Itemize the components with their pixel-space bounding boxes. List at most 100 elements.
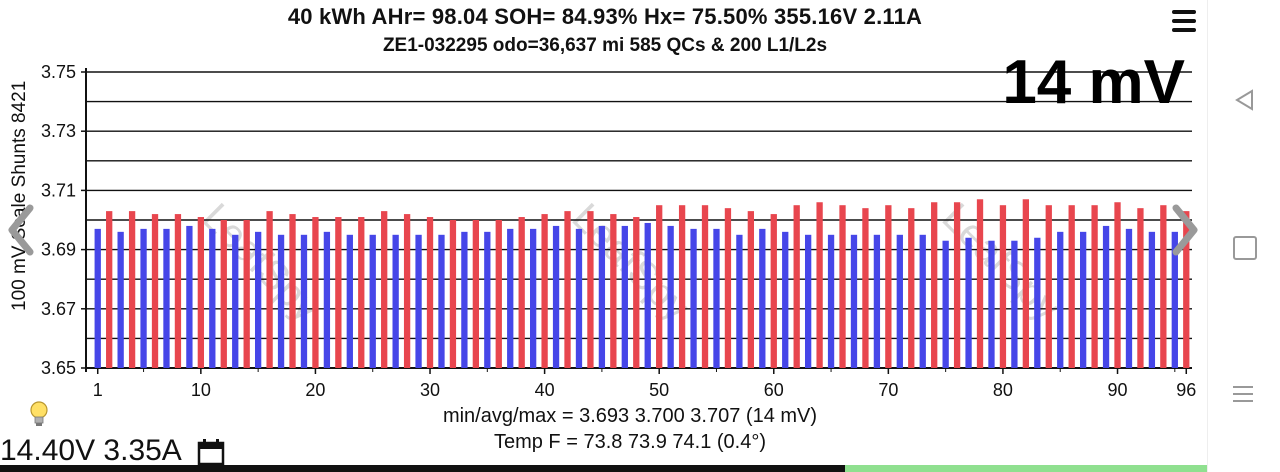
cell-bar (151, 214, 159, 368)
left-arrow-icon[interactable] (6, 200, 36, 260)
min-avg-max-stats: min/avg/max = 3.693 3.700 3.707 (14 mV) (442, 405, 818, 427)
cell-bar (495, 220, 502, 368)
cell-bar (999, 205, 1007, 368)
cell-bar (1183, 211, 1190, 368)
cell-bar (323, 231, 331, 368)
cell-bar (209, 228, 216, 368)
cell-bar (289, 214, 296, 368)
cell-bar (1114, 202, 1121, 368)
cell-bar (656, 205, 663, 368)
cell-bar (449, 220, 457, 368)
cell-bar (896, 234, 903, 368)
cell-bar (1148, 231, 1156, 368)
cell-bar (220, 220, 227, 368)
progress-bar-track (0, 465, 845, 472)
y-tick-label: 3.67 (41, 299, 76, 319)
cell-bar (106, 211, 113, 368)
nav-recent-icon[interactable] (1232, 383, 1254, 405)
cell-bar (426, 217, 434, 368)
cell-bar (1102, 225, 1110, 368)
cell-bar (782, 231, 789, 368)
cell-bar (942, 240, 949, 368)
progress-bar-fill (845, 465, 1207, 472)
x-tick-label: 20 (305, 380, 325, 400)
cell-bar (1125, 228, 1133, 368)
cell-bar (931, 202, 938, 368)
cell-bar (919, 234, 926, 368)
cell-bar (1057, 231, 1064, 368)
cell-bar (128, 211, 136, 368)
cell-bar (140, 228, 147, 368)
cell-bar (1034, 237, 1041, 368)
cell-bar (953, 202, 961, 368)
cell-bar (346, 234, 353, 368)
x-tick-label: 80 (993, 380, 1013, 400)
cell-bar (197, 217, 205, 368)
cell-bar (507, 228, 514, 368)
cell-bar (472, 220, 480, 368)
calendar-icon[interactable] (197, 438, 225, 466)
x-tick-label: 60 (764, 380, 784, 400)
y-tick-label: 3.71 (41, 180, 76, 200)
cell-bar (392, 234, 399, 368)
cell-bar (541, 214, 548, 368)
hamburger-menu-icon[interactable] (1172, 10, 1196, 32)
cell-bar (461, 231, 468, 368)
cell-bar (438, 234, 445, 368)
cell-bar (1137, 208, 1144, 368)
cell-bar (736, 234, 743, 368)
cell-bar (839, 205, 846, 368)
lightbulb-icon[interactable] (28, 400, 50, 428)
cell-bar (644, 222, 651, 368)
cell-bar (300, 234, 308, 368)
cell-bar (1011, 240, 1018, 368)
cell-bar (633, 217, 640, 368)
aux-voltage-current: 14.40V 3.35A (0, 434, 182, 467)
temperature-stats: Temp F = 73.8 73.9 74.1 (0.4°) (493, 431, 767, 453)
cell-bar (873, 234, 881, 368)
cell-bar (254, 231, 262, 368)
cell-bar (518, 217, 525, 368)
cell-bar (770, 214, 777, 368)
y-tick-label: 3.73 (41, 121, 76, 141)
x-tick-label: 40 (535, 380, 555, 400)
cell-bar (243, 220, 250, 368)
y-tick-label: 3.69 (41, 240, 76, 260)
x-tick-label: 90 (1108, 380, 1128, 400)
cell-bar (163, 228, 170, 368)
cell-bar (575, 228, 583, 368)
x-tick-label: 30 (420, 380, 440, 400)
cell-bar (793, 205, 800, 368)
y-tick-label: 3.75 (41, 62, 76, 82)
cell-bar (1068, 205, 1075, 368)
x-tick-label: 96 (1176, 380, 1196, 400)
cell-bar (598, 225, 606, 368)
cell-bar (117, 231, 124, 368)
cell-bar (667, 225, 674, 368)
x-tick-label: 10 (191, 380, 211, 400)
cell-bar (564, 211, 571, 368)
cell-bar (678, 205, 686, 368)
cell-bar (232, 234, 239, 368)
cell-bar (381, 211, 388, 368)
cell-bar (277, 234, 285, 368)
cell-bar (850, 234, 858, 368)
nav-home-icon[interactable] (1233, 236, 1257, 260)
cell-bar (713, 228, 720, 368)
cell-bar (862, 208, 869, 368)
cell-bar (724, 208, 732, 368)
cell-bar (1171, 231, 1178, 368)
cell-bar (827, 234, 835, 368)
cell-bar (358, 217, 365, 368)
cell-bar (610, 214, 617, 368)
cell-bar (908, 208, 915, 368)
nav-back-icon[interactable] (1233, 88, 1255, 112)
cell-bar (174, 214, 182, 368)
x-tick-label: 1 (93, 380, 103, 400)
cell-bar (266, 211, 273, 368)
cell-bar (1091, 205, 1098, 368)
right-arrow-icon[interactable] (1170, 200, 1200, 260)
y-tick-label: 3.65 (41, 358, 76, 378)
cell-bar (415, 234, 422, 368)
delta-mv-label: 14 mV (1002, 48, 1185, 117)
